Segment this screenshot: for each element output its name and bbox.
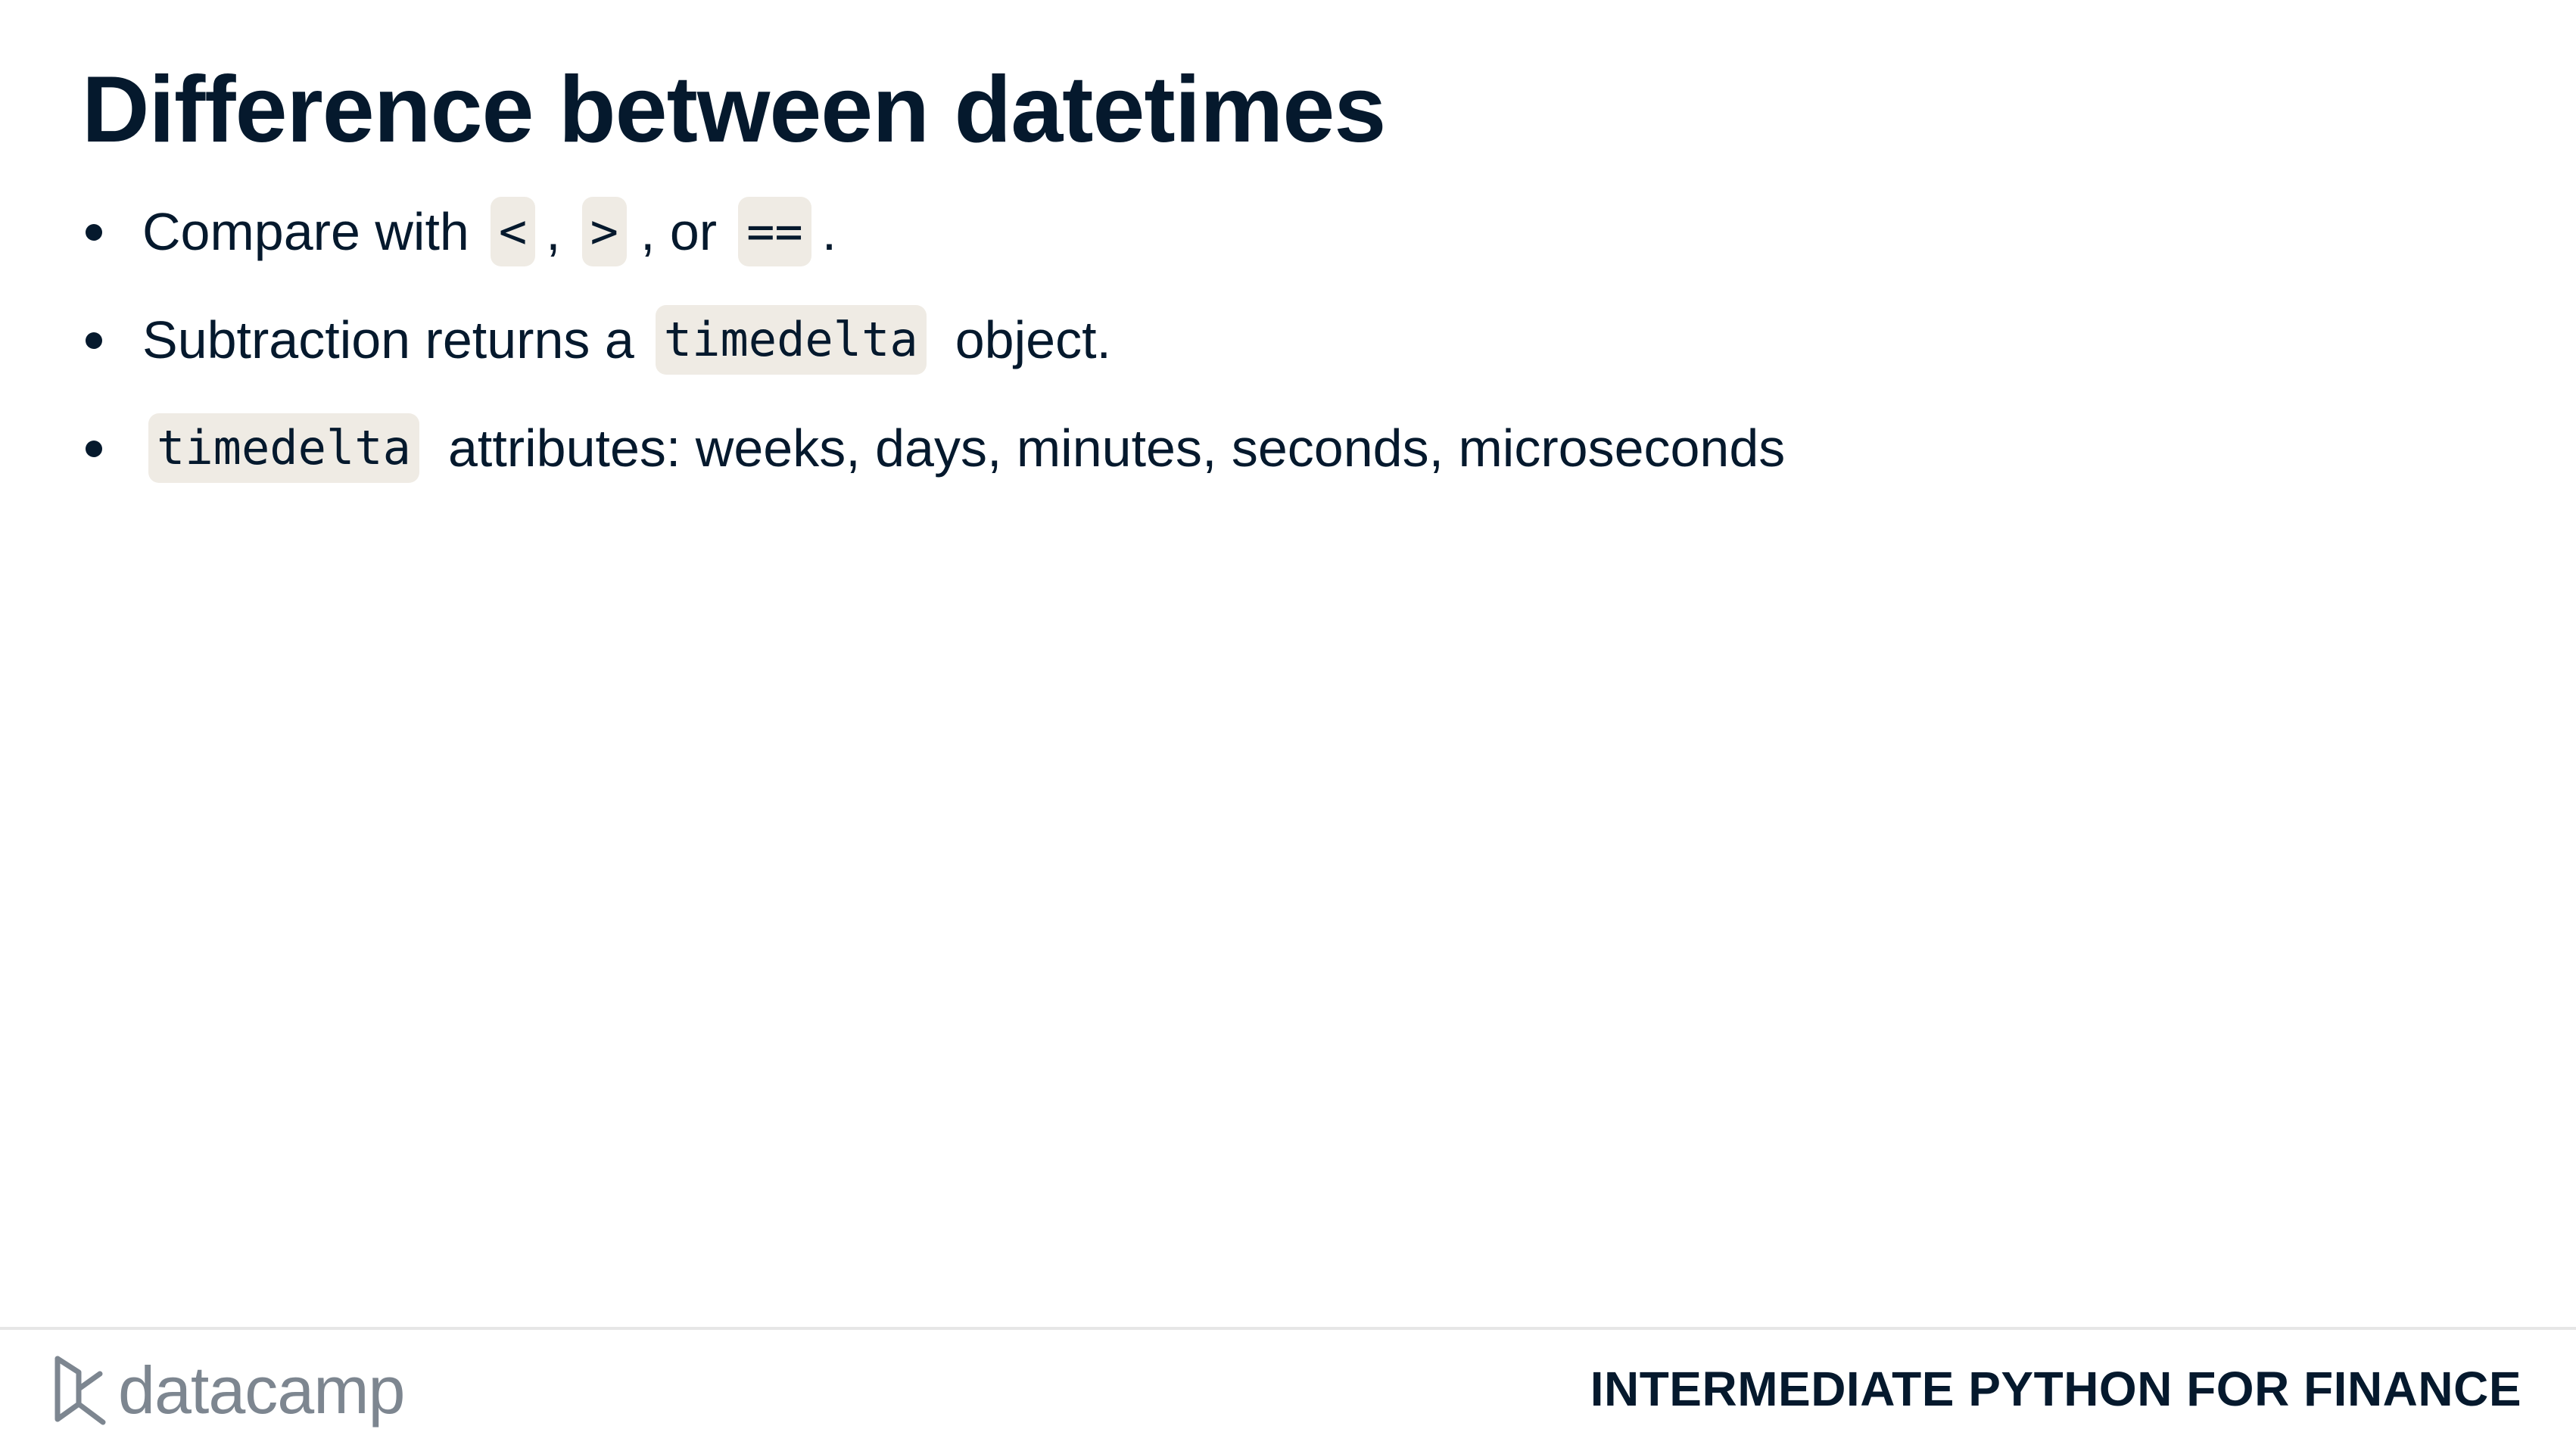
bullet-text-end: attributes: weeks, days, minutes, second…	[447, 419, 1786, 478]
logo-wordmark: datacamp	[118, 1353, 405, 1428]
code-timedelta: timedelta	[655, 305, 927, 375]
code-less-than: <	[490, 197, 536, 266]
bullet-dot-icon	[86, 332, 102, 349]
bullet-subtraction: Subtraction returns a timedelta object.	[82, 304, 1785, 376]
code-equals: ==	[738, 197, 811, 266]
datacamp-logo-icon	[55, 1356, 106, 1425]
bullet-list: Compare with < , > , or == . Subtraction…	[82, 195, 1785, 520]
separator: ,	[546, 202, 561, 261]
course-title: INTERMEDIATE PYTHON FOR FINANCE	[1590, 1362, 2521, 1416]
code-greater-than: >	[581, 197, 627, 266]
bullet-compare: Compare with < , > , or == .	[82, 195, 1785, 268]
bullet-attributes: timedelta attributes: weeks, days, minut…	[82, 412, 1785, 484]
bullet-text: Compare with	[142, 202, 469, 261]
code-timedelta: timedelta	[148, 413, 419, 483]
footer-divider	[0, 1327, 2576, 1330]
bullet-text-end: object.	[955, 310, 1111, 369]
slide-title: Difference between datetimes	[82, 58, 1386, 162]
bullet-dot-icon	[86, 441, 102, 457]
separator: , or	[640, 202, 718, 261]
datacamp-logo: datacamp	[53, 1349, 405, 1432]
bullet-text: Subtraction returns a	[142, 310, 634, 369]
bullet-text-end: .	[821, 202, 837, 261]
bullet-dot-icon	[86, 224, 102, 241]
